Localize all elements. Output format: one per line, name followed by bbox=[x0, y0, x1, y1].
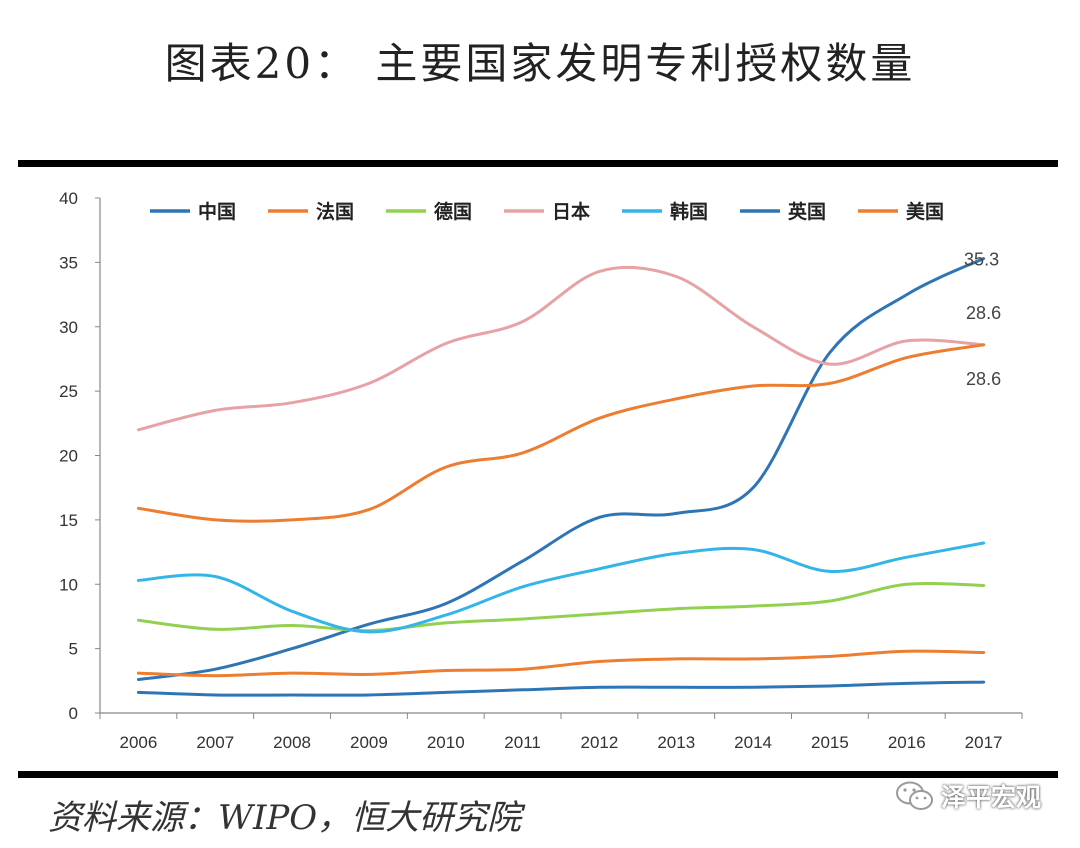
y-tick-label: 35 bbox=[59, 253, 78, 272]
legend-label: 日本 bbox=[552, 200, 590, 223]
legend-label: 法国 bbox=[316, 200, 354, 223]
data-label: 28.6 bbox=[966, 369, 1001, 389]
wechat-icon bbox=[896, 781, 933, 810]
series-line-1 bbox=[136, 649, 986, 678]
y-tick-label: 5 bbox=[69, 640, 78, 659]
y-tick-label: 20 bbox=[59, 447, 78, 466]
series-line-2 bbox=[136, 581, 986, 633]
x-tick-label: 2006 bbox=[120, 733, 158, 752]
series-line-3 bbox=[136, 265, 986, 432]
series-line-0 bbox=[136, 257, 986, 681]
data-label: 35.3 bbox=[964, 250, 999, 270]
x-tick-label: 2016 bbox=[888, 733, 926, 752]
x-tick-label: 2011 bbox=[504, 733, 541, 752]
watermark-text: 泽平宏观 bbox=[941, 783, 1042, 812]
legend-label: 英国 bbox=[788, 200, 826, 223]
y-tick-label: 10 bbox=[59, 575, 78, 594]
x-tick-label: 2017 bbox=[965, 733, 1003, 752]
y-tick-label: 0 bbox=[69, 704, 78, 723]
series-line-6 bbox=[136, 343, 986, 523]
chart-legend: 中国 法国 德国 日本 韩国 英国 美国 bbox=[150, 200, 944, 223]
chart-annotations: 35.3 28.6 28.6 bbox=[964, 250, 1001, 389]
series-layer bbox=[136, 257, 986, 697]
x-tick-label: 2008 bbox=[273, 733, 311, 752]
legend-label: 美国 bbox=[906, 200, 944, 223]
x-tick-label: 2015 bbox=[811, 733, 849, 752]
x-tick-label: 2014 bbox=[734, 733, 772, 752]
legend-label: 韩国 bbox=[670, 200, 708, 223]
x-tick-label: 2009 bbox=[350, 733, 388, 752]
chart-title: 图表20： 主要国家发明专利授权数量 bbox=[164, 39, 916, 88]
bottom-rule bbox=[18, 771, 1058, 778]
legend-label: 德国 bbox=[434, 200, 472, 223]
series-line-4 bbox=[136, 541, 986, 634]
top-rule bbox=[18, 160, 1058, 167]
legend-label: 中国 bbox=[198, 200, 236, 223]
x-tick-label: 2007 bbox=[196, 733, 234, 752]
chart-axes: 0 5 10 15 20 25 30 35 40 2006 2007 2008 2009 2010 2011… bbox=[59, 189, 1023, 752]
source-note: 资料来源：WIPO，恒大研究院 bbox=[48, 798, 522, 838]
y-tick-label: 40 bbox=[59, 189, 78, 208]
y-tick-label: 30 bbox=[59, 318, 78, 337]
y-tick-label: 15 bbox=[59, 511, 78, 530]
x-tick-label: 2013 bbox=[657, 733, 695, 752]
watermark: 泽平宏观 bbox=[895, 778, 1041, 814]
x-tick-label: 2010 bbox=[427, 733, 465, 752]
data-label: 28.6 bbox=[966, 303, 1001, 323]
y-tick-label: 25 bbox=[59, 382, 78, 401]
x-tick-label: 2012 bbox=[581, 733, 619, 752]
series-line-5 bbox=[136, 680, 986, 697]
